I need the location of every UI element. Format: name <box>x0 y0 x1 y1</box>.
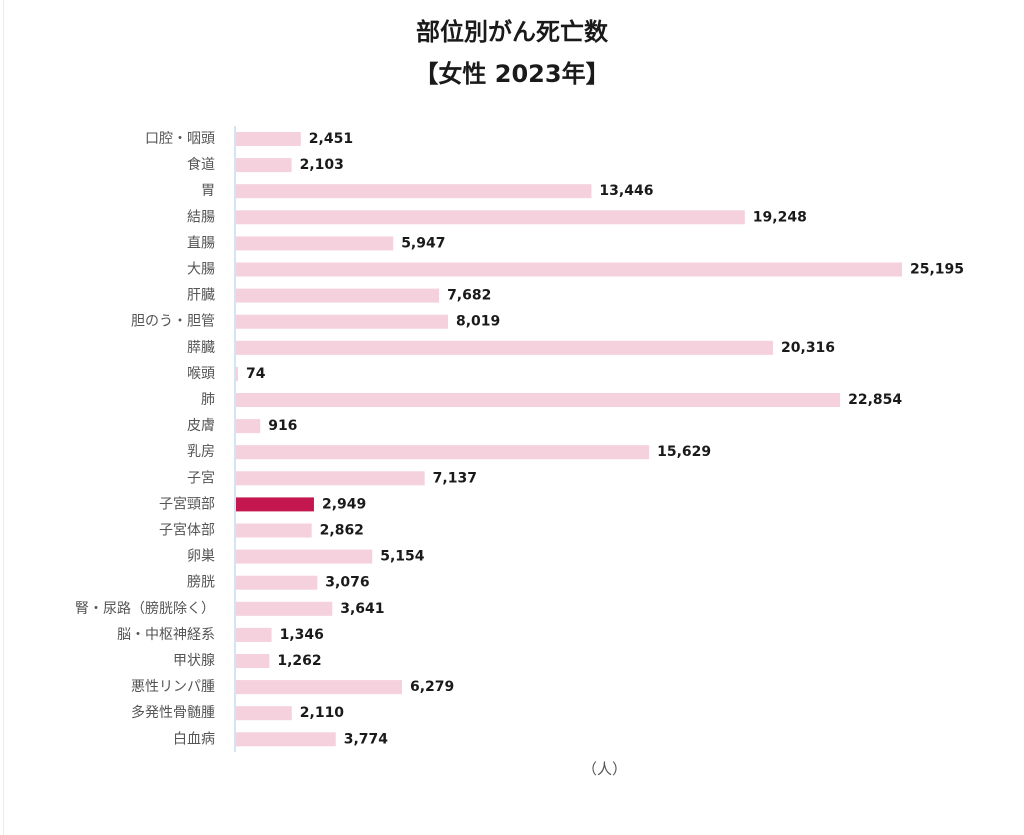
category-label: 喉頭 <box>187 366 215 382</box>
value-label: 7,682 <box>447 288 491 304</box>
value-label: 8,019 <box>456 314 500 330</box>
category-label: 脳・中枢神経系 <box>117 627 215 643</box>
value-label: 3,641 <box>340 601 384 617</box>
bar <box>236 210 745 225</box>
value-label: 2,451 <box>309 131 353 147</box>
value-label: 7,137 <box>433 470 477 486</box>
page-edge-rule <box>3 0 4 835</box>
category-label: 膀胱 <box>187 574 215 591</box>
unit-label: （人） <box>582 760 628 778</box>
bar <box>236 523 312 538</box>
value-label: 74 <box>246 366 266 382</box>
value-label: 15,629 <box>657 444 711 460</box>
category-label: 皮膚 <box>187 418 215 434</box>
category-label: 乳房 <box>187 444 215 460</box>
bar <box>236 601 333 616</box>
value-label: 5,947 <box>401 235 445 251</box>
category-label: 多発性骨髄腫 <box>131 704 215 721</box>
chart-subtitle: 【女性 2023年】 <box>414 60 610 88</box>
bar <box>236 393 841 407</box>
bar <box>236 445 650 460</box>
category-label: 胆のう・胆管 <box>131 314 215 330</box>
bar <box>236 184 592 199</box>
value-label: 3,076 <box>325 575 369 591</box>
value-label: 2,862 <box>320 523 364 539</box>
chart-title: 部位別がん死亡数 <box>416 18 608 46</box>
bar <box>236 680 402 695</box>
value-label: 19,248 <box>753 209 807 225</box>
bar <box>236 236 394 251</box>
category-label: 腎・尿路（膀胱除く） <box>75 600 215 617</box>
value-label: 3,774 <box>344 731 389 747</box>
category-label: 食道 <box>187 156 215 173</box>
category-label: 直腸 <box>187 234 215 251</box>
category-label: 甲状腺 <box>173 653 215 669</box>
bar <box>236 419 261 434</box>
value-label: 1,262 <box>277 653 321 669</box>
value-label: 20,316 <box>781 340 835 356</box>
value-label: 22,854 <box>848 392 902 408</box>
value-label: 6,279 <box>410 679 454 695</box>
category-label: 膵臓 <box>187 340 215 356</box>
bar <box>236 340 774 355</box>
bar <box>236 366 238 381</box>
category-label: 大腸 <box>187 262 215 278</box>
bar <box>236 732 336 747</box>
value-label: 25,195 <box>910 262 964 278</box>
category-label: 白血病 <box>173 731 215 747</box>
bar <box>236 288 440 303</box>
value-label: 2,949 <box>322 496 366 512</box>
bar <box>236 471 425 486</box>
value-label: 1,346 <box>280 627 324 643</box>
value-label: 916 <box>268 418 297 434</box>
bar <box>236 654 270 668</box>
category-label: 子宮体部 <box>159 523 215 539</box>
category-label: 結腸 <box>187 209 215 225</box>
value-label: 13,446 <box>599 183 653 199</box>
bar-highlighted <box>236 497 314 512</box>
bar <box>236 158 292 173</box>
bar <box>236 549 373 564</box>
bar <box>236 314 448 329</box>
bar <box>236 262 902 277</box>
category-label: 肝臓 <box>187 288 215 304</box>
value-label: 2,103 <box>300 157 344 173</box>
category-label: 口腔・咽頭 <box>145 131 215 147</box>
category-label: 悪性リンパ腫 <box>131 679 215 695</box>
bar <box>236 706 292 721</box>
value-label: 2,110 <box>300 705 345 721</box>
category-label: 卵巣 <box>187 549 215 565</box>
bar <box>236 132 301 146</box>
category-label: 肺 <box>201 392 215 408</box>
bar <box>236 575 318 590</box>
category-label: 子宮 <box>187 470 215 486</box>
category-label: 子宮頸部 <box>159 496 215 512</box>
category-label: 胃 <box>201 183 215 199</box>
bar <box>236 627 272 642</box>
value-label: 5,154 <box>380 549 425 565</box>
